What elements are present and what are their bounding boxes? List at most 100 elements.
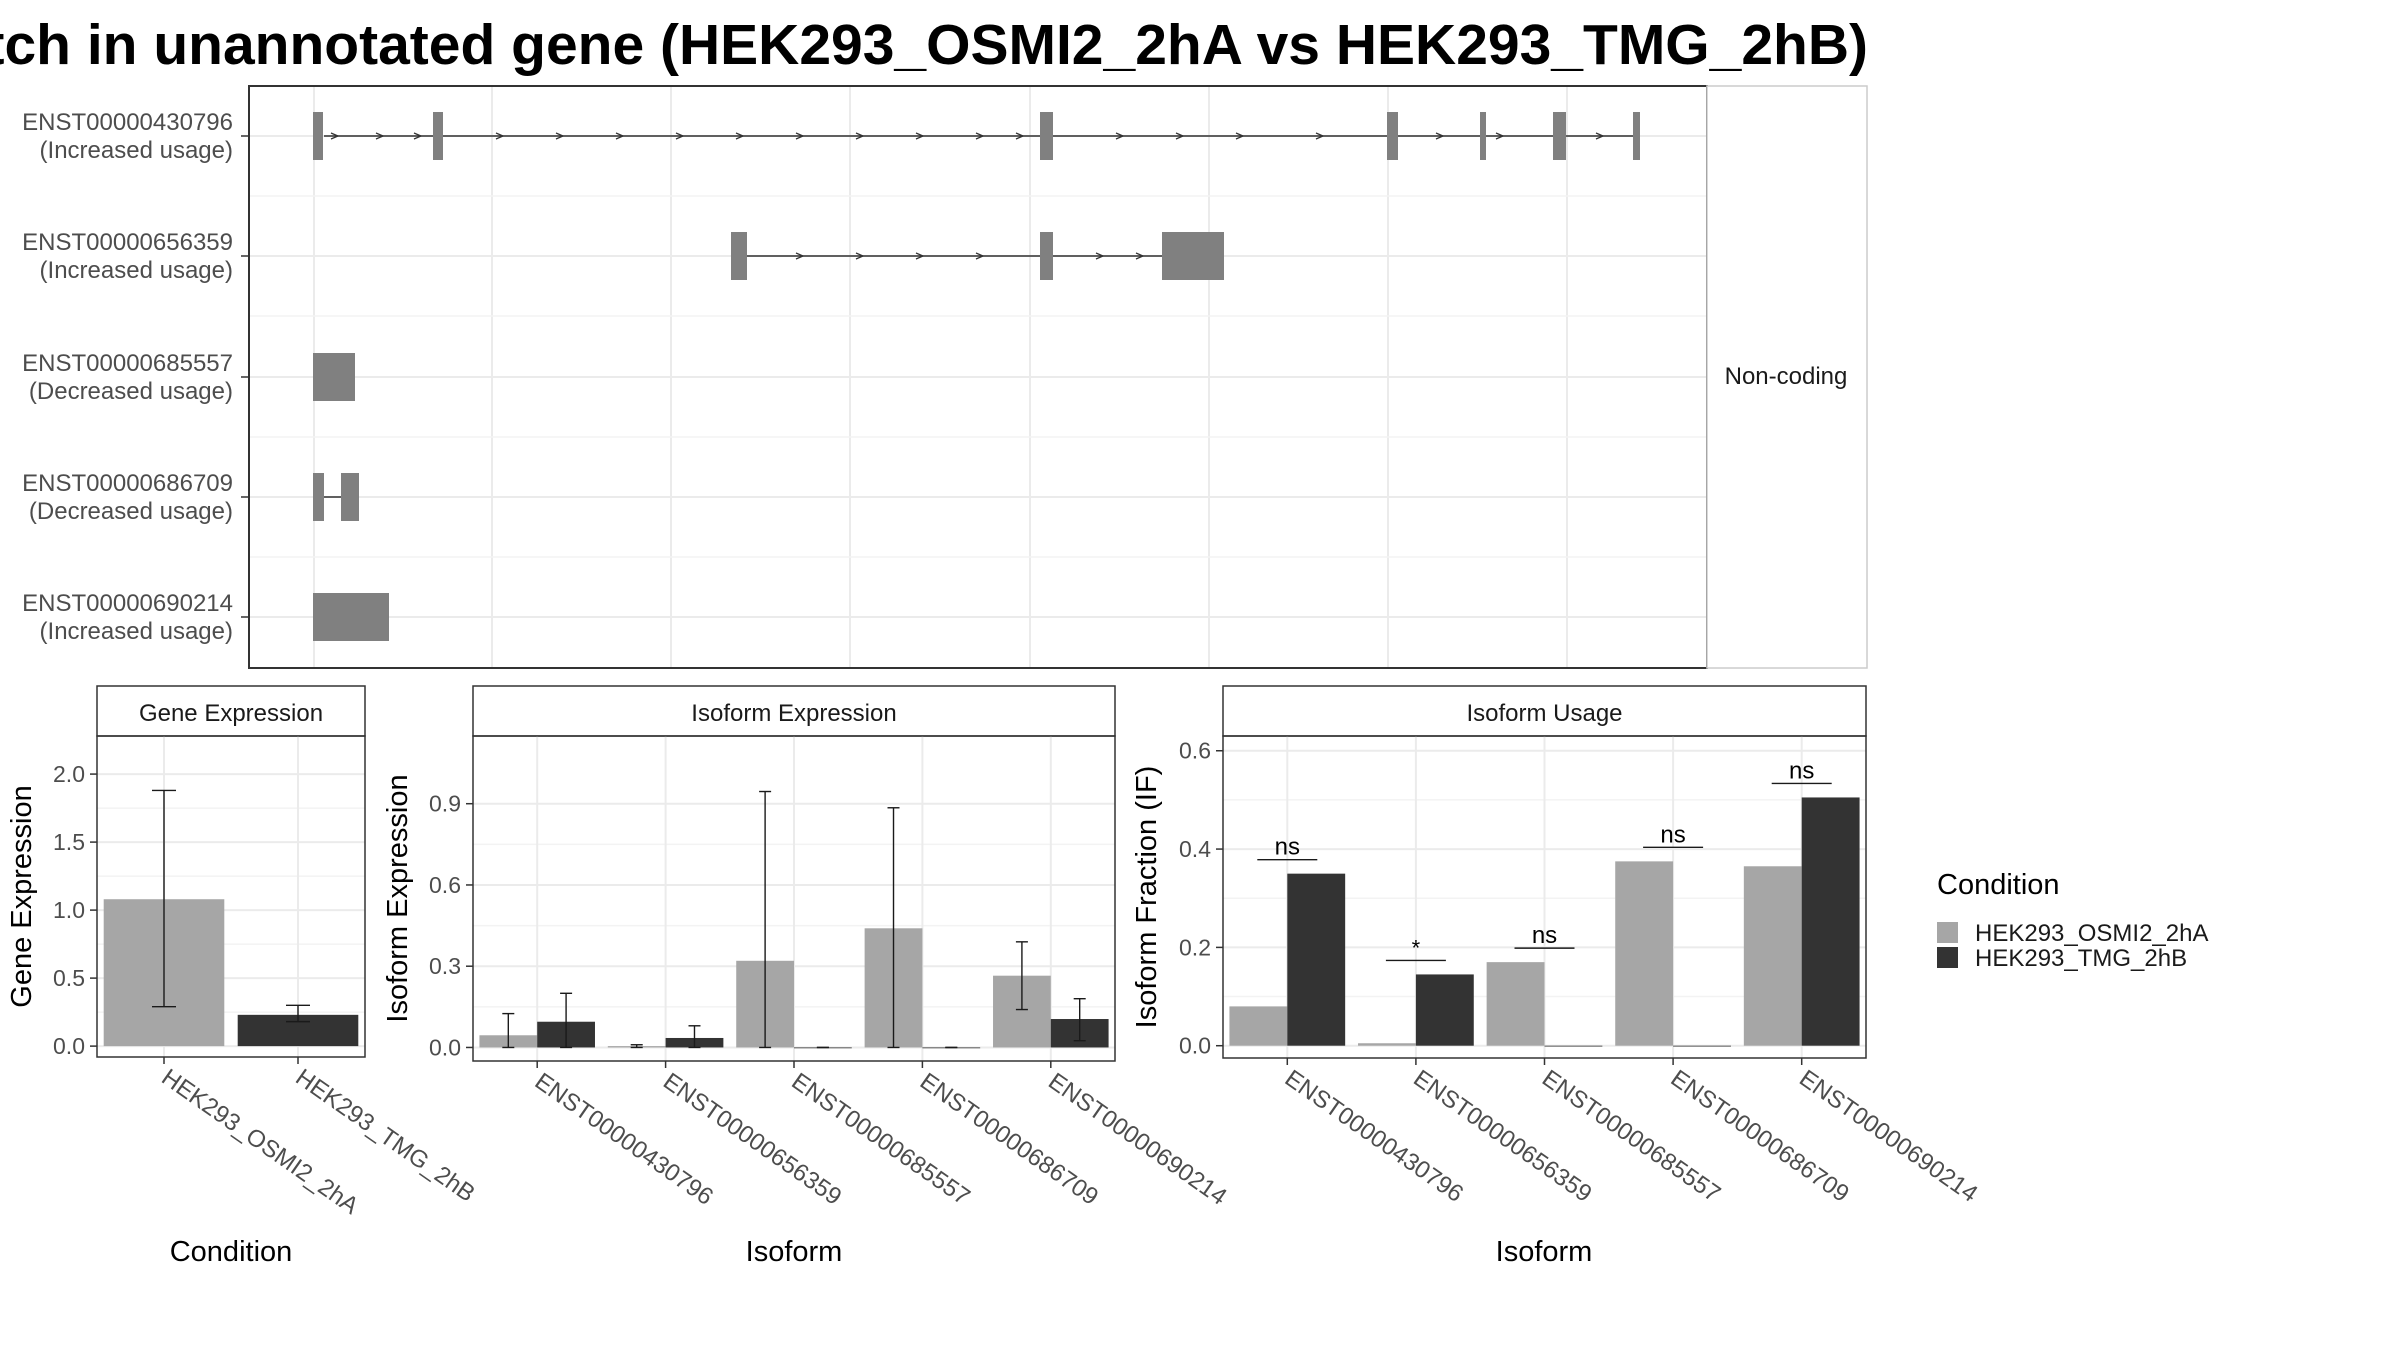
strip-label-noncoding: Non-coding xyxy=(1725,363,1848,390)
isoform-usage-ytick-label: 0.0 xyxy=(1179,1033,1211,1059)
isoform-usage-ytick-label: 0.6 xyxy=(1179,738,1211,764)
isoform-usage-bar xyxy=(1287,873,1346,1046)
strand-arrow xyxy=(855,252,865,260)
strand-arrow xyxy=(375,132,385,140)
strand-arrow xyxy=(795,132,805,140)
strand-arrow xyxy=(795,252,805,260)
isoform-expression-ytick-label: 0.6 xyxy=(429,872,461,898)
strand-arrow xyxy=(915,252,925,260)
gene-expression-strip-title: Gene Expression xyxy=(139,700,323,727)
gene-expression-ytick-label: 0.5 xyxy=(53,965,85,991)
isoform-usage-xlabel: Isoform xyxy=(1496,1236,1593,1268)
strand-arrow xyxy=(855,132,865,140)
gene-expression-xlabel: Condition xyxy=(170,1236,293,1268)
transcript-label-usage: (Increased usage) xyxy=(40,257,233,284)
isoform-expression-ytick-label: 0.0 xyxy=(429,1034,461,1060)
strand-arrow xyxy=(735,132,745,140)
gene-expression-ytick-label: 2.0 xyxy=(53,761,85,787)
strand-arrow xyxy=(1095,252,1105,260)
isoform-expression-strip-title: Isoform Expression xyxy=(691,700,896,727)
transcript-label-id: ENST00000656359 xyxy=(22,229,233,256)
isoform-usage-bar xyxy=(1673,1045,1731,1047)
strand-arrow xyxy=(1235,132,1245,140)
isoform-usage-bar xyxy=(1486,962,1545,1046)
isoform-usage-significance-label: ns xyxy=(1532,922,1557,949)
isoform-usage-strip-title: Isoform Usage xyxy=(1466,700,1622,727)
gene-expression-strip xyxy=(96,685,366,737)
legend-title: Condition xyxy=(1937,869,2060,901)
exon-block xyxy=(1553,112,1566,160)
isoform-expression-ytick-label: 0.9 xyxy=(429,791,461,817)
strand-arrow xyxy=(675,132,685,140)
legend-swatch xyxy=(1937,922,1958,943)
exon-block xyxy=(313,593,389,641)
strand-arrow xyxy=(1175,132,1185,140)
strand-arrow xyxy=(975,132,985,140)
isoform-usage-ylabel: Isoform Fraction (IF) xyxy=(1131,766,1163,1029)
strand-arrow xyxy=(555,132,565,140)
strand-arrow xyxy=(1495,132,1505,140)
exon-block xyxy=(1162,232,1224,280)
legend-label: HEK293_TMG_2hB xyxy=(1975,945,2187,972)
gene-expression-ytick-label: 1.0 xyxy=(53,897,85,923)
transcript-label-usage: (Increased usage) xyxy=(40,137,233,164)
isoform-usage-bar xyxy=(1615,861,1674,1046)
transcript-label-usage: (Decreased usage) xyxy=(29,498,233,525)
strand-arrow xyxy=(1435,132,1445,140)
legend-label: HEK293_OSMI2_2hA xyxy=(1975,920,2208,947)
isoform-usage-ytick-label: 0.4 xyxy=(1179,836,1211,862)
transcript-label-usage: (Increased usage) xyxy=(40,618,233,645)
transcript-label-id: ENST00000686709 xyxy=(22,470,233,497)
exon-block xyxy=(433,112,443,160)
strand-arrow xyxy=(1115,132,1125,140)
isoform-usage-significance-label: ns xyxy=(1275,834,1300,861)
isoform-usage-significance-label: ns xyxy=(1660,821,1685,848)
isoform-usage-bar xyxy=(1415,974,1474,1046)
figure-title: Isoform switch in unannotated gene (HEK2… xyxy=(0,13,1868,77)
strand-arrow xyxy=(1015,132,1025,140)
isoform-usage-ytick-label: 0.2 xyxy=(1179,934,1211,960)
strand-arrow xyxy=(915,132,925,140)
isoform-usage-bar xyxy=(1358,1043,1416,1046)
strand-arrow xyxy=(975,252,985,260)
gene-expression-ytick-label: 0.0 xyxy=(53,1033,85,1059)
transcript-label-id: ENST00000690214 xyxy=(22,590,233,617)
exon-block xyxy=(731,232,747,280)
transcript-strip xyxy=(1706,85,1868,669)
exon-block xyxy=(341,473,359,521)
isoform-expression-ylabel: Isoform Expression xyxy=(382,774,414,1022)
strand-arrow xyxy=(1595,132,1605,140)
isoform-expression-xlabel: Isoform xyxy=(746,1236,843,1268)
transcript-label-usage: (Decreased usage) xyxy=(29,378,233,405)
figure-title-clip: Isoform switch in unannotated gene (HEK2… xyxy=(0,0,1868,86)
strand-arrow xyxy=(413,132,423,140)
strand-arrow xyxy=(495,132,505,140)
exon-block xyxy=(1633,112,1640,160)
isoform-usage-bar xyxy=(1544,1045,1603,1047)
strand-arrow xyxy=(1315,132,1325,140)
isoform-expression-strip xyxy=(472,685,1116,737)
isoform-usage-significance-label: * xyxy=(1412,935,1421,960)
isoform-usage-bar xyxy=(1743,866,1802,1046)
isoform-usage-strip xyxy=(1222,685,1867,737)
legend-swatch xyxy=(1937,947,1958,968)
exon-block xyxy=(1040,232,1053,280)
gene-expression-ylabel: Gene Expression xyxy=(6,785,38,1007)
exon-block xyxy=(313,473,324,521)
exon-block xyxy=(313,353,355,401)
gene-expression-ytick-label: 1.5 xyxy=(53,829,85,855)
exon-block xyxy=(1387,112,1398,160)
strand-arrow xyxy=(330,132,340,140)
transcript-label-id: ENST00000685557 xyxy=(22,350,233,377)
strand-arrow xyxy=(1135,252,1145,260)
transcript-label-id: ENST00000430796 xyxy=(22,109,233,136)
exon-block xyxy=(1480,112,1486,160)
isoform-usage-bar xyxy=(1229,1006,1288,1046)
exon-block xyxy=(313,112,323,160)
isoform-usage-bar xyxy=(1801,797,1860,1046)
strand-arrow xyxy=(615,132,625,140)
exon-block xyxy=(1040,112,1053,160)
isoform-usage-significance-label: ns xyxy=(1789,757,1814,784)
gene-expression-panel-border xyxy=(96,735,366,1058)
